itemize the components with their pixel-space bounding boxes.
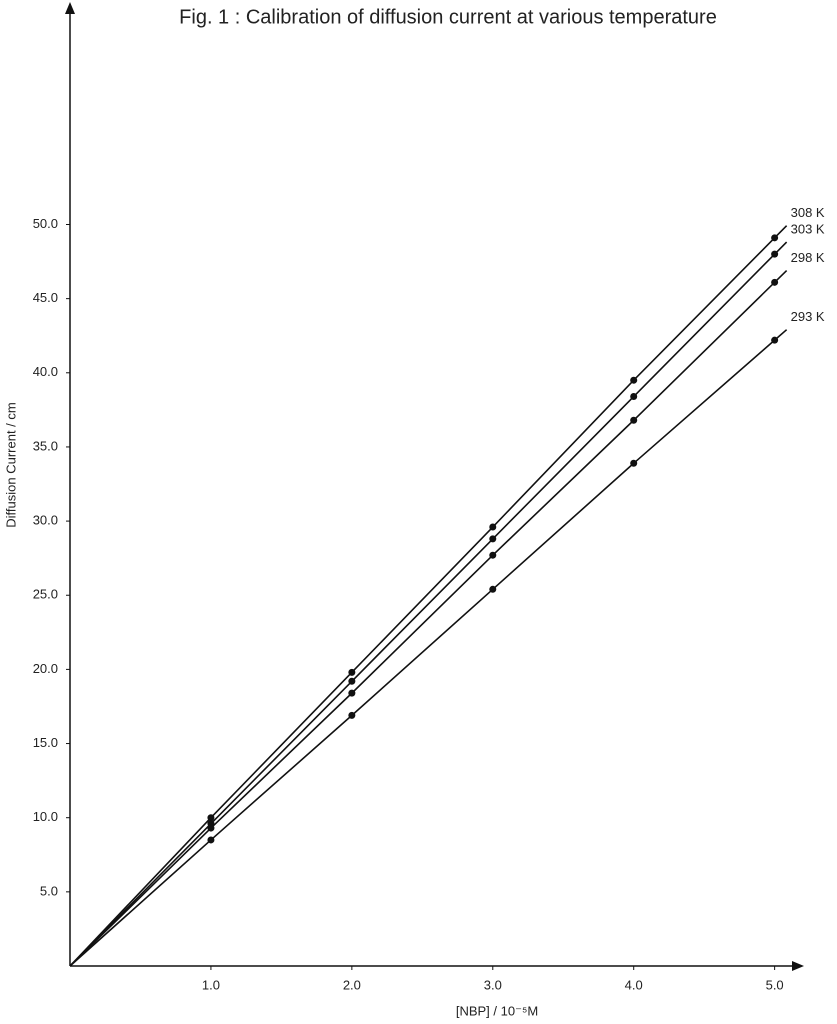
y-tick-label: 45.0 [33,290,58,305]
data-point [207,836,215,844]
y-tick-label: 10.0 [33,809,58,824]
y-tick-label: 15.0 [33,735,58,750]
y-tick-label: 20.0 [33,661,58,676]
data-point [348,677,356,685]
data-point [489,551,497,559]
y-tick-label: 30.0 [33,513,58,528]
x-tick-label: 1.0 [202,977,220,992]
x-tick-label: 5.0 [766,977,784,992]
y-tick-label: 35.0 [33,438,58,453]
data-point [348,668,356,676]
y-tick-label: 25.0 [33,587,58,602]
data-point [630,459,638,467]
x-axis-label: [NBP] / 10⁻⁵M [456,1003,538,1018]
data-point [771,234,779,242]
series-label: 308 K [791,205,825,220]
y-tick-label: 40.0 [33,364,58,379]
data-point [489,523,497,531]
series-label: 293 K [791,309,825,324]
data-point [207,814,215,822]
data-point [348,711,356,719]
data-point [630,416,638,424]
line-extension [69,839,212,967]
line-extension [69,827,212,967]
x-tick-label: 2.0 [343,977,361,992]
data-point [771,336,779,344]
y-axis-arrow [65,2,75,14]
data-point [489,585,497,593]
chart-title: Fig. 1 : Calibration of diffusion curren… [179,6,717,28]
x-tick-label: 4.0 [625,977,643,992]
x-axis-arrow [792,961,804,971]
series-label: 303 K [791,221,825,236]
data-point [771,250,779,258]
x-tick-label: 3.0 [484,977,502,992]
data-point [630,376,638,384]
y-tick-label: 50.0 [33,216,58,231]
y-axis-label: Diffusion Current / cm [3,402,18,527]
axes [65,2,804,971]
series-label: 298 K [791,250,825,265]
data-point [771,278,779,286]
data-point [630,393,638,401]
data-point [207,824,215,832]
data-point [348,689,356,697]
data-point [489,535,497,543]
y-tick-label: 5.0 [40,883,58,898]
